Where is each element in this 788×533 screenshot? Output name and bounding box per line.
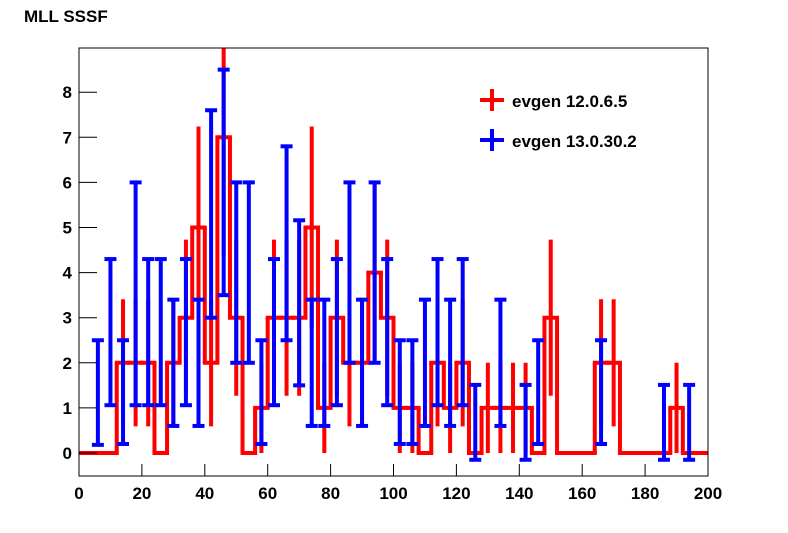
- legend-label: evgen 12.0.6.5: [512, 92, 627, 111]
- y-tick-label: 7: [63, 128, 72, 147]
- y-tick-label: 2: [63, 354, 72, 373]
- x-tick-label: 20: [132, 484, 151, 503]
- plot-area: [79, 48, 708, 462]
- y-tick-label: 6: [63, 173, 72, 192]
- x-tick-label: 200: [694, 484, 722, 503]
- x-tick-label: 60: [258, 484, 277, 503]
- y-tick-label: 8: [63, 83, 72, 102]
- x-tick-label: 80: [321, 484, 340, 503]
- x-tick-label: 0: [74, 484, 83, 503]
- x-tick-label: 100: [379, 484, 407, 503]
- x-tick-label: 180: [631, 484, 659, 503]
- x-tick-label: 160: [568, 484, 596, 503]
- chart-title: MLL SSSF: [24, 7, 108, 26]
- x-tick-label: 140: [505, 484, 533, 503]
- y-tick-label: 1: [63, 399, 72, 418]
- x-tick-label: 120: [442, 484, 470, 503]
- x-tick-label: 40: [195, 484, 214, 503]
- y-tick-label: 3: [63, 309, 72, 328]
- legend-label: evgen 13.0.30.2: [512, 132, 637, 151]
- y-tick-label: 0: [63, 444, 72, 463]
- y-tick-label: 5: [63, 218, 72, 237]
- y-tick-label: 4: [63, 264, 73, 283]
